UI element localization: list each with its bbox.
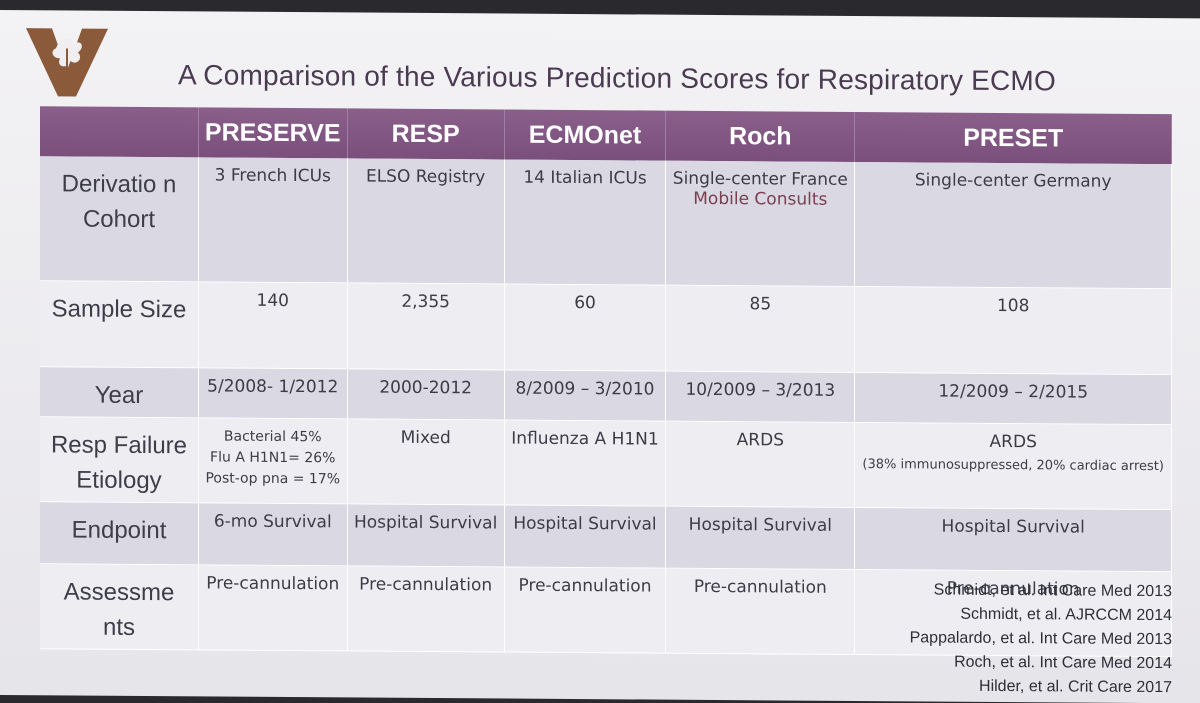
table-cell: Hospital Survival <box>347 504 505 568</box>
citations: Schmidt, et al. Int Care Med 2013 Schmid… <box>910 578 1172 700</box>
table-cell: Hospital Survival <box>666 506 856 570</box>
table-cell: ARDS <box>666 421 856 508</box>
row-label: Derivatio n Cohort <box>40 156 199 283</box>
header-roch: Roch <box>666 110 856 162</box>
table-header-row: PRESERVE RESP ECMOnet Roch PRESET <box>40 106 1172 165</box>
cell-text: Post-op pna = 17% <box>205 470 341 488</box>
vanderbilt-logo-icon <box>26 28 108 97</box>
cell-text: Bacterial 45% <box>223 428 322 446</box>
citation: Hilder, et al. Crit Care 2017 <box>979 677 1172 697</box>
slide: A Comparison of the Various Prediction S… <box>0 10 1200 703</box>
cell-note: (38% immunosuppressed, 20% cardiac arres… <box>862 457 1164 475</box>
cell-text: Flu A H1N1= 26% <box>210 449 336 467</box>
table-cell: Pre-cannulation <box>347 566 505 653</box>
header-corner <box>40 106 199 158</box>
table-cell: 108 <box>855 286 1172 376</box>
cell-text: Single-center Germany <box>914 170 1112 192</box>
slide-title: A Comparison of the Various Prediction S… <box>178 59 1056 97</box>
table-cell: Hospital Survival <box>855 507 1172 573</box>
table-row-sample-size: Sample Size 140 2,355 60 85 108 <box>40 281 1172 376</box>
table-cell: 85 <box>666 285 856 373</box>
table-cell: 2000-2012 <box>347 369 505 421</box>
table-row-etiology: Resp Failure Etiology Bacterial 45% Flu … <box>40 417 1172 511</box>
table-row-derivation: Derivatio n Cohort 3 French ICUs ELSO Re… <box>40 156 1172 290</box>
row-label: Resp Failure Etiology <box>40 417 199 504</box>
row-label: Assessme nts <box>40 564 199 651</box>
table-row-year: Year 5/2008- 1/2012 2000-2012 8/2009 – 3… <box>40 367 1172 426</box>
citation: Schmidt, et al. AJRCCM 2014 <box>960 605 1172 625</box>
table-cell: 60 <box>504 284 667 372</box>
cell-text: ARDS <box>989 431 1037 453</box>
header-resp: RESP <box>347 108 505 160</box>
table-cell: Pre-cannulation <box>504 567 667 654</box>
table-cell: Pre-cannulation <box>199 565 348 652</box>
row-label: Year <box>40 367 199 419</box>
row-label: Sample Size <box>40 281 199 369</box>
header-ecmonet: ECMOnet <box>504 109 667 161</box>
citation: Roch, et al. Int Care Med 2014 <box>954 653 1172 673</box>
table-cell: 6-mo Survival <box>199 503 348 567</box>
table-cell: 2,355 <box>347 283 505 371</box>
table-cell: Pre-cannulation <box>666 568 856 655</box>
cell-text-accent: Mobile Consults <box>693 188 828 210</box>
citation: Schmidt, et al. Int Care Med 2013 <box>933 581 1172 601</box>
table-cell: 3 French ICUs <box>199 157 348 284</box>
citation: Pappalardo, et al. Int Care Med 2013 <box>909 629 1172 649</box>
table-cell: 14 Italian ICUs <box>504 159 667 286</box>
header-preset: PRESET <box>855 111 1172 165</box>
table-row-endpoint: Endpoint 6-mo Survival Hospital Survival… <box>40 502 1172 573</box>
table-cell: ARDS (38% immunosuppressed, 20% cardiac … <box>855 422 1172 511</box>
cell-text: Single-center France <box>672 168 848 190</box>
table-cell: Influenza A H1N1 <box>504 420 667 507</box>
table-cell: 12/2009 – 2/2015 <box>855 372 1172 426</box>
table-cell: Single-center Germany <box>855 161 1172 290</box>
table-cell: 10/2009 – 3/2013 <box>666 371 856 423</box>
table-cell: Hospital Survival <box>504 505 667 569</box>
table-cell: 140 <box>199 282 348 370</box>
table-cell: Single-center France Mobile Consults <box>666 160 856 287</box>
row-label: Endpoint <box>40 502 199 566</box>
table-cell: ELSO Registry <box>347 158 505 285</box>
table-cell: Bacterial 45% Flu A H1N1= 26% Post-op pn… <box>199 418 348 505</box>
table-cell: 5/2008- 1/2012 <box>199 368 348 420</box>
comparison-table: PRESERVE RESP ECMOnet Roch PRESET Deriva… <box>40 106 1172 658</box>
table-cell: Mixed <box>347 419 505 506</box>
header-preserve: PRESERVE <box>199 107 348 159</box>
table-cell: 8/2009 – 3/2010 <box>504 370 667 422</box>
